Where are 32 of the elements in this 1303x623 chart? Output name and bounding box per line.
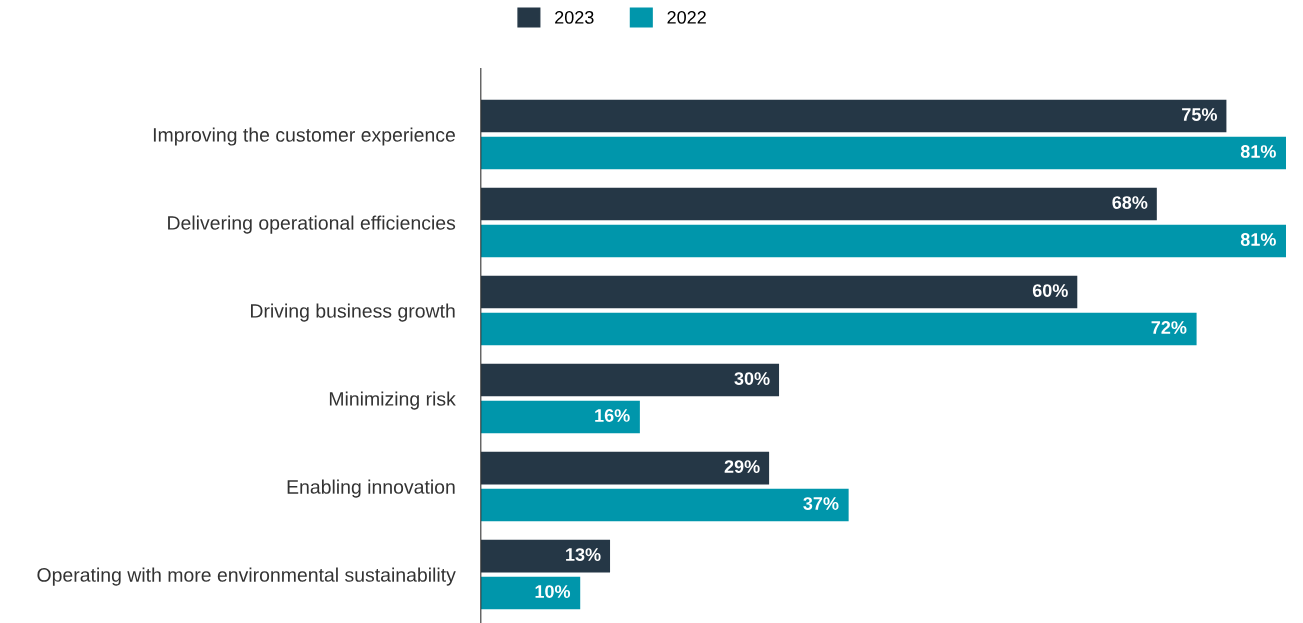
y-tick-label: Operating with more environmental sustainability — [37, 567, 456, 586]
y-tick-label: Delivering operational efficiencies — [168, 215, 456, 234]
y-tick-label: Minimizing risk — [329, 391, 456, 410]
data-label: 16% — [595, 409, 630, 422]
bar — [480, 576, 581, 610]
data-label: 81% — [1240, 233, 1276, 246]
y-tick-label: Driving business growth — [251, 303, 455, 322]
bar — [480, 187, 1157, 221]
data-label: 60% — [1032, 284, 1068, 297]
data-label: 37% — [803, 497, 839, 510]
data-label: 10% — [535, 585, 571, 598]
data-label: 29% — [724, 460, 760, 473]
bar — [480, 136, 1287, 170]
bar — [480, 400, 640, 434]
bar — [480, 451, 770, 485]
y-tick-label: Enabling innovation — [287, 479, 455, 498]
bar — [480, 224, 1287, 258]
data-label: 13% — [566, 548, 601, 561]
data-label: 68% — [1112, 196, 1148, 209]
bar — [480, 275, 1078, 309]
data-label: 75% — [1182, 108, 1217, 121]
legend-label: 2023 — [555, 11, 594, 24]
y-tick-label: Improving the customer experience — [153, 127, 455, 146]
bar — [480, 312, 1197, 346]
legend-label: 2022 — [667, 11, 706, 24]
data-label: 30% — [734, 372, 770, 385]
bar — [480, 488, 849, 522]
data-label: 72% — [1151, 321, 1187, 334]
bar — [480, 99, 1227, 133]
bar — [480, 539, 611, 573]
bar — [480, 363, 780, 397]
data-label: 81% — [1240, 145, 1276, 158]
